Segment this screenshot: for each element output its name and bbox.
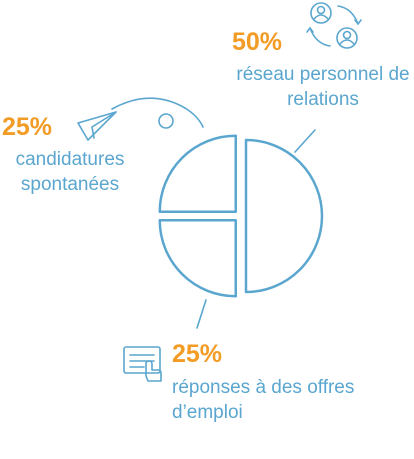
connector (196, 299, 207, 329)
value-label: 25% (2, 113, 53, 141)
category-label: réseau personnel de relations (236, 64, 410, 110)
value-label: 50% (232, 28, 283, 56)
category-label: réponses à des offres d’emploi (172, 377, 355, 423)
pie-slice (244, 138, 324, 294)
value-label: 25% (172, 340, 223, 368)
connector (294, 129, 316, 153)
form-icon (123, 346, 162, 382)
paper-plane-icon (77, 97, 204, 141)
network-icon (306, 2, 362, 49)
category-label: candidatures spontanées (15, 149, 125, 195)
pie-slice (158, 134, 238, 214)
pie-slice (158, 218, 238, 298)
